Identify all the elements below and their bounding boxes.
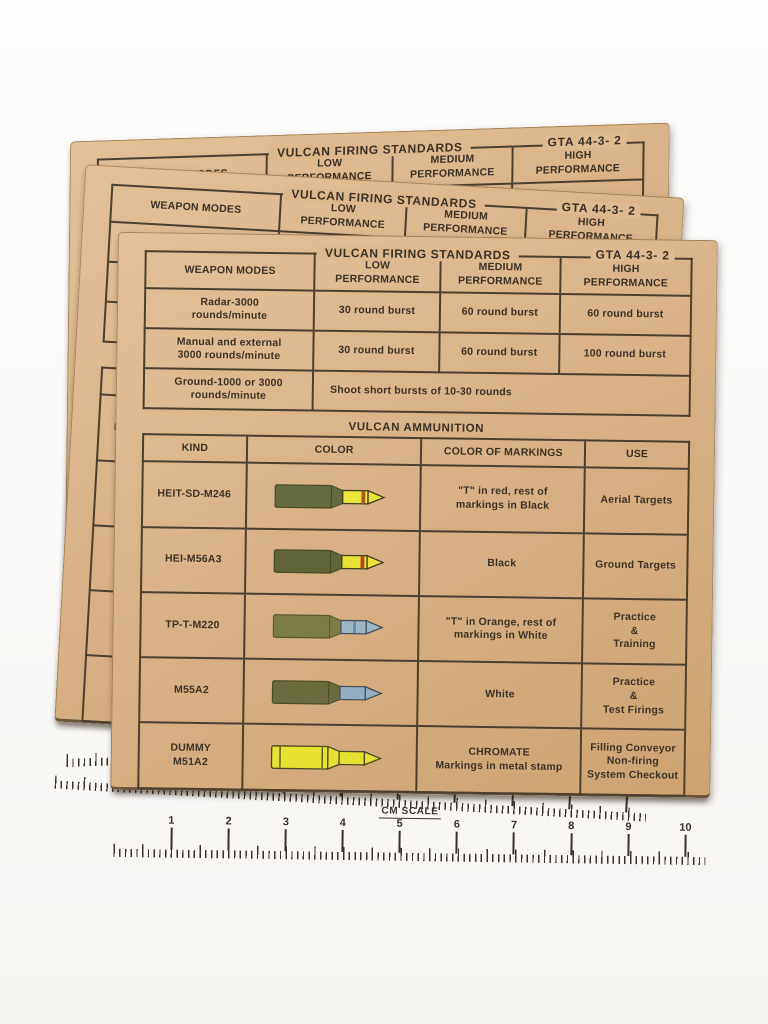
color-cell (242, 658, 419, 727)
header-cell-color-of-markings: COLOR OF MARKINGS (421, 438, 586, 468)
table-row: HEIT-SD-M246 "T" in red, rest of marking… (141, 461, 689, 535)
table-row: M55A2 White Practice & Test Firings (139, 657, 687, 731)
table-row: Ground-1000 or 3000 rounds/minute Shoot … (143, 368, 691, 417)
value-cell: 60 round burst (439, 292, 561, 335)
cartridge-illustration (273, 549, 385, 574)
markings-cell: CHROMATE Markings in metal stamp (416, 726, 582, 795)
color-cell (244, 528, 421, 596)
markings-cell: Black (419, 530, 585, 599)
mode-cell: Manual and external 3000 rounds/minute (144, 328, 314, 371)
card-title: VULCAN FIRING STANDARDS (316, 245, 519, 263)
markings-cell: "T" in Orange, rest of markings in White (418, 595, 584, 664)
value-cell: 30 round burst (313, 290, 441, 333)
gta-number: GTA 44-3- 2 (556, 199, 642, 219)
value-cell: 60 round burst (559, 294, 692, 337)
color-cell (243, 593, 420, 662)
value-cell: 30 round burst (313, 330, 440, 373)
value-cell: 60 round burst (438, 332, 560, 375)
gta-number: GTA 44-3- 2 (590, 247, 675, 263)
use-cell: Ground Targets (583, 532, 688, 600)
kind-cell: TP-T-M220 (140, 592, 245, 659)
reference-card: VULCAN FIRING STANDARDS GTA 44-3- 2 WEAP… (110, 231, 718, 865)
cartridge-illustration (270, 745, 383, 771)
cartridge-illustration (271, 679, 384, 705)
use-cell: Practice & Training (582, 598, 687, 665)
use-cell: Practice & Test Firings (581, 663, 687, 731)
mode-cell: Radar-3000 rounds/minute (144, 288, 315, 331)
ammunition-table: KIND COLOR COLOR OF MARKINGS USE HEIT-SD… (137, 433, 690, 796)
table-row: DUMMY M51A2 CHROMATE Markings in metal s… (138, 722, 686, 796)
note-cell: Shoot short bursts of 10-30 rounds (312, 370, 691, 417)
markings-cell: White (417, 661, 583, 729)
kind-cell: M55A2 (139, 657, 244, 725)
header-cell-color: COLOR (246, 435, 422, 466)
kind-cell: HEI-M56A3 (141, 526, 246, 594)
cm-ruler: 1 2 3 4 5 6 7 8 9 10 (111, 813, 708, 865)
gta-number: GTA 44-3- 2 (542, 132, 627, 150)
color-cell (241, 724, 418, 792)
mode-cell: Ground-1000 or 3000 rounds/minute (143, 368, 314, 411)
kind-cell: DUMMY M51A2 (138, 722, 243, 790)
kind-cell: HEIT-SD-M246 (141, 461, 247, 529)
use-cell: Filling Conveyor Non-firing System Check… (580, 728, 686, 796)
table-row: TP-T-M220 "T" in Orange, rest of marking… (140, 592, 687, 665)
use-cell: Aerial Targets (584, 467, 689, 535)
cartridge-illustration (274, 484, 386, 509)
table-row: HEI-M56A3 Black Ground Targets (141, 526, 688, 600)
value-cell: 100 round burst (559, 334, 691, 377)
firing-standards-table: WEAPON MODES LOW PERFORMANCE MEDIUM PERF… (143, 250, 693, 417)
cartridge-illustration (272, 614, 384, 640)
header-cell-use: USE (585, 440, 690, 470)
header-cell-kind: KIND (142, 434, 247, 463)
color-cell (245, 462, 422, 531)
markings-cell: "T" in red, rest of markings in Black (420, 465, 586, 533)
